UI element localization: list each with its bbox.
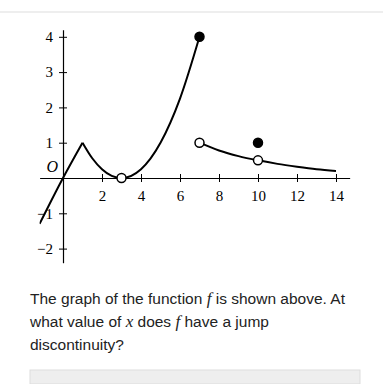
x-tick-mark bbox=[102, 174, 103, 182]
function-curve bbox=[40, 143, 83, 224]
question-text: does bbox=[133, 313, 175, 330]
y-axis-line bbox=[63, 30, 64, 263]
origin-label: O bbox=[46, 158, 58, 175]
x-tick: 6 bbox=[177, 174, 185, 204]
x-tick-label: 4 bbox=[138, 188, 146, 204]
x-tick-label: 12 bbox=[290, 188, 305, 204]
x-tick: 2 bbox=[99, 174, 107, 204]
open-point bbox=[254, 156, 263, 165]
x-tick: 12 bbox=[290, 174, 305, 204]
x-tick-mark bbox=[258, 174, 259, 182]
y-tick-mark bbox=[59, 107, 67, 108]
plot-marks bbox=[40, 32, 336, 224]
x-tick-label: 8 bbox=[216, 188, 224, 204]
y-tick-mark bbox=[59, 37, 67, 38]
x-tick: 14 bbox=[329, 174, 345, 204]
x-tick-mark bbox=[180, 174, 181, 182]
y-tick: 1 bbox=[46, 135, 68, 151]
question-text: is shown above. At bbox=[211, 290, 345, 307]
closed-point bbox=[195, 32, 204, 41]
question-text: discontinuity? bbox=[30, 336, 124, 353]
y-tick-mark bbox=[59, 249, 67, 250]
question-text: The graph of the function bbox=[30, 290, 207, 307]
y-tick: 4 bbox=[46, 29, 68, 45]
answer-box[interactable] bbox=[30, 370, 360, 384]
y-tick: 2 bbox=[46, 100, 68, 116]
x-tick-mark bbox=[297, 174, 298, 182]
y-tick: 3 bbox=[46, 64, 68, 80]
y-tick-mark bbox=[59, 213, 67, 214]
x-tick: 10 bbox=[251, 174, 266, 204]
open-point bbox=[195, 138, 204, 147]
divider bbox=[0, 12, 383, 13]
y-tick-label: 3 bbox=[46, 64, 54, 80]
y-tick-label: −2 bbox=[37, 241, 53, 257]
question-text: what value of bbox=[29, 313, 126, 330]
closed-point bbox=[254, 138, 263, 147]
function-curve bbox=[83, 37, 200, 178]
x-tick-label: 2 bbox=[99, 188, 107, 204]
y-tick-label: 1 bbox=[46, 135, 54, 151]
question-line: what value of x does f have a jump bbox=[29, 312, 269, 331]
x-tick-label: 14 bbox=[329, 188, 345, 204]
x-axis: 2 4 6 8 10 12 14 bbox=[40, 174, 350, 204]
x-tick-mark bbox=[336, 174, 337, 182]
x-tick: 4 bbox=[138, 174, 146, 204]
y-tick: −2 bbox=[37, 241, 67, 257]
question-line: The graph of the function f is shown abo… bbox=[30, 289, 346, 308]
y-axis: −2−11234 bbox=[37, 29, 67, 263]
function-curve bbox=[200, 143, 337, 171]
y-tick-label: 2 bbox=[46, 100, 54, 116]
y-tick-label: 4 bbox=[46, 29, 54, 45]
y-tick-mark bbox=[59, 143, 67, 144]
x-axis-line bbox=[40, 178, 350, 179]
y-tick-mark bbox=[59, 72, 67, 73]
x-tick-label: 6 bbox=[177, 188, 185, 204]
question-text: have a jump bbox=[180, 313, 269, 330]
x-tick-mark bbox=[141, 174, 142, 182]
question-line: discontinuity? bbox=[30, 336, 124, 353]
page: 2468101214−2−11234OThe graph of the func… bbox=[0, 0, 383, 384]
open-point bbox=[117, 174, 126, 183]
x-tick: 8 bbox=[216, 174, 224, 204]
x-tick-mark bbox=[219, 174, 220, 182]
x-tick-label: 10 bbox=[251, 188, 266, 204]
